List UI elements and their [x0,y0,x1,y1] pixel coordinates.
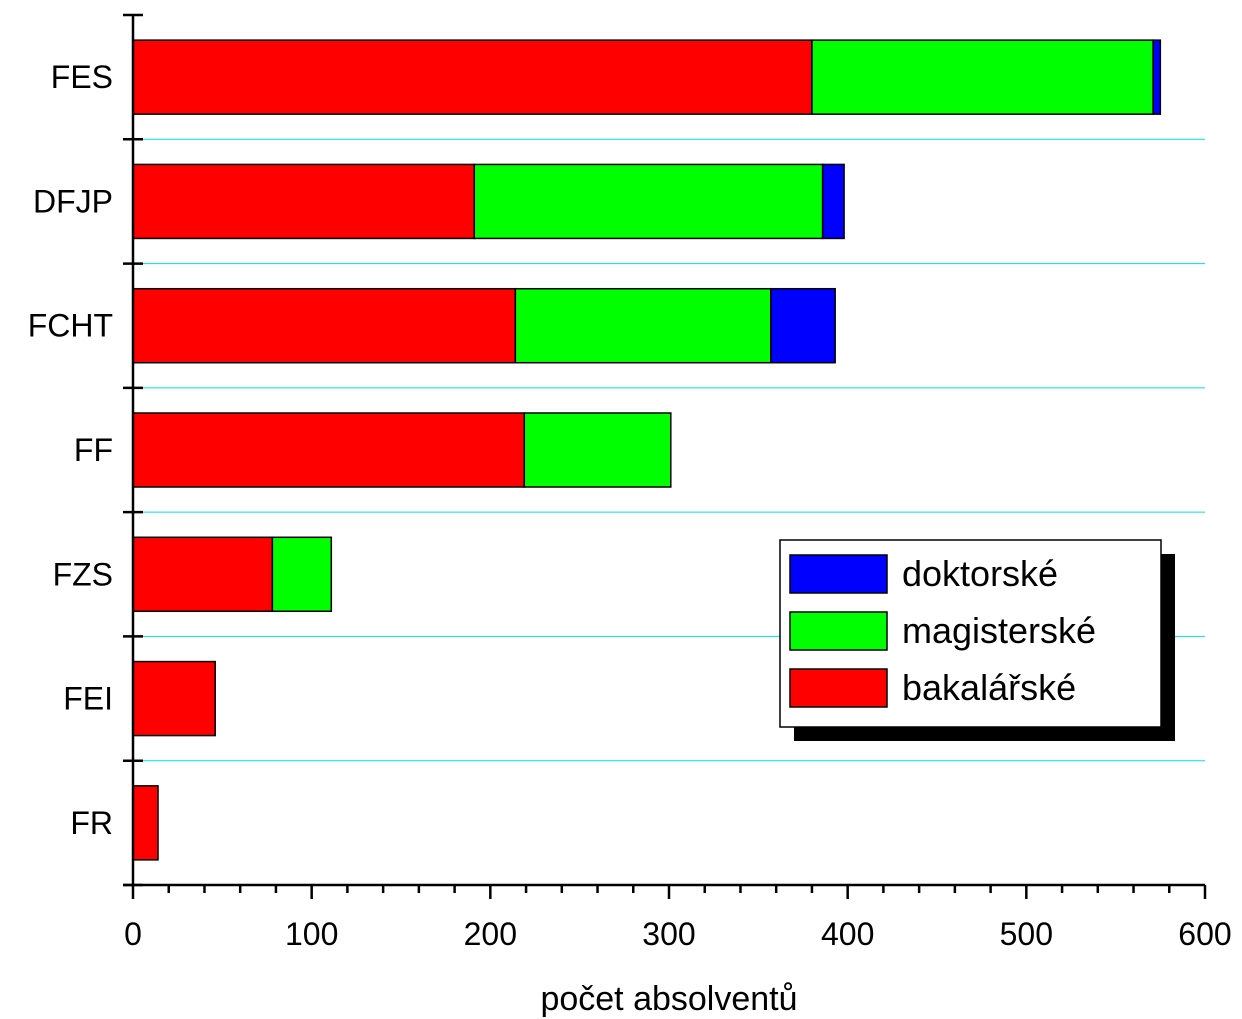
category-label: FZS [53,556,113,592]
x-tick-label: 100 [285,916,338,952]
bar-DFJP-magisterské [473,163,824,240]
x-tick-label: 200 [464,916,517,952]
bar-FR-bakalářské [132,785,159,861]
category-label: FEI [63,681,113,717]
legend-label: doktorské [902,553,1058,594]
legend-swatch [789,668,888,708]
bar-FES-magisterské [811,39,1154,115]
legend-swatch [789,611,888,651]
legend-label: bakalářské [902,667,1076,708]
axes [123,13,1207,899]
bar-FEI-bakalářské [132,660,216,737]
grid-lines [133,138,1205,762]
bars [132,39,1162,861]
bar-FES-doktorské [1152,39,1162,115]
category-label: FF [74,432,113,468]
category-label: FCHT [28,308,113,344]
bar-DFJP-doktorské [821,163,845,240]
bar-DFJP-bakalářské [132,163,476,240]
legend-label: magisterské [902,610,1096,651]
x-axis-title: počet absolventů [540,980,797,1018]
legend: doktorské magisterské bakalářské [779,539,1175,741]
bar-FCHT-doktorské [770,287,836,364]
bar-FCHT-magisterské [514,287,772,364]
bar-FZS-bakalářské [132,536,274,613]
legend-swatch [789,554,888,594]
category-label: FES [51,59,113,95]
x-tick-label: 0 [124,916,142,952]
x-tick-label: 400 [821,916,874,952]
bar-FF-bakalářské [132,412,526,488]
bar-FF-magisterské [523,412,672,488]
x-tick-label: 600 [1178,916,1231,952]
category-label: FR [70,805,113,841]
x-tick-label: 500 [1000,916,1053,952]
bar-FCHT-bakalářské [132,287,517,364]
category-label: DFJP [33,183,113,219]
bar-FES-bakalářské [132,39,813,115]
x-tick-label: 300 [642,916,695,952]
bar-FZS-magisterské [271,536,333,613]
axis-labels: FES DFJP FCHT FF FZS FEI FR 0 100 200 300 400 500 600 [28,59,1232,952]
